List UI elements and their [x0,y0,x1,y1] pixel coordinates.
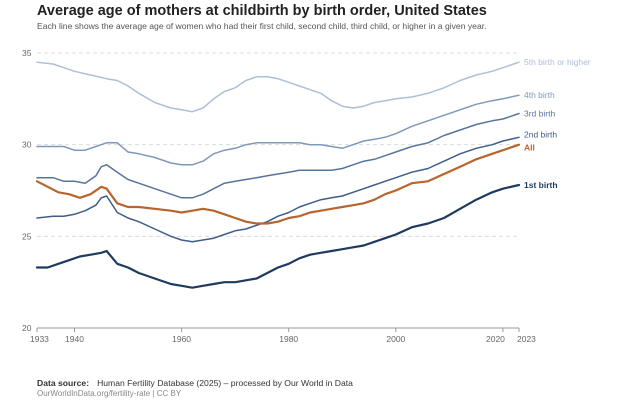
y-tick-label: 35 [22,48,32,58]
series-line [36,61,520,113]
series-line [36,94,520,166]
chart-title: Average age of mothers at childbirth by … [37,3,487,19]
series-line [36,136,520,243]
series-label: 3rd birth [524,109,555,119]
series-label: 1st birth [524,180,558,190]
x-tick-label: 2000 [386,334,405,344]
x-tick-label: 1960 [172,334,191,344]
series-line [35,143,521,225]
data-source-label: Data source: [37,378,90,388]
series-label: 5th birth or higher [524,57,591,67]
series-line [36,112,520,199]
series-label: 2nd birth [524,129,557,139]
x-tick-label: 2023 [517,334,536,344]
y-tick-label: 20 [22,323,32,333]
series-line [35,183,521,289]
y-tick-label: 30 [22,140,32,150]
series-label: All [524,143,535,153]
x-tick-label: 1980 [279,334,298,344]
data-source: Data source: Human Fertility Database (20… [37,378,353,388]
x-tick-label: 2020 [486,334,505,344]
x-tick-label: 1940 [65,334,84,344]
y-tick-label: 25 [22,231,32,241]
chart-subtitle: Each line shows the average age of women… [37,21,487,31]
data-source-text: Human Fertility Database (2025) – proces… [97,378,353,388]
series-label: 4th birth [524,90,555,100]
x-tick-label: 1933 [30,334,49,344]
source-link[interactable]: OurWorldInData.org/fertility-rate | CC B… [37,389,182,398]
